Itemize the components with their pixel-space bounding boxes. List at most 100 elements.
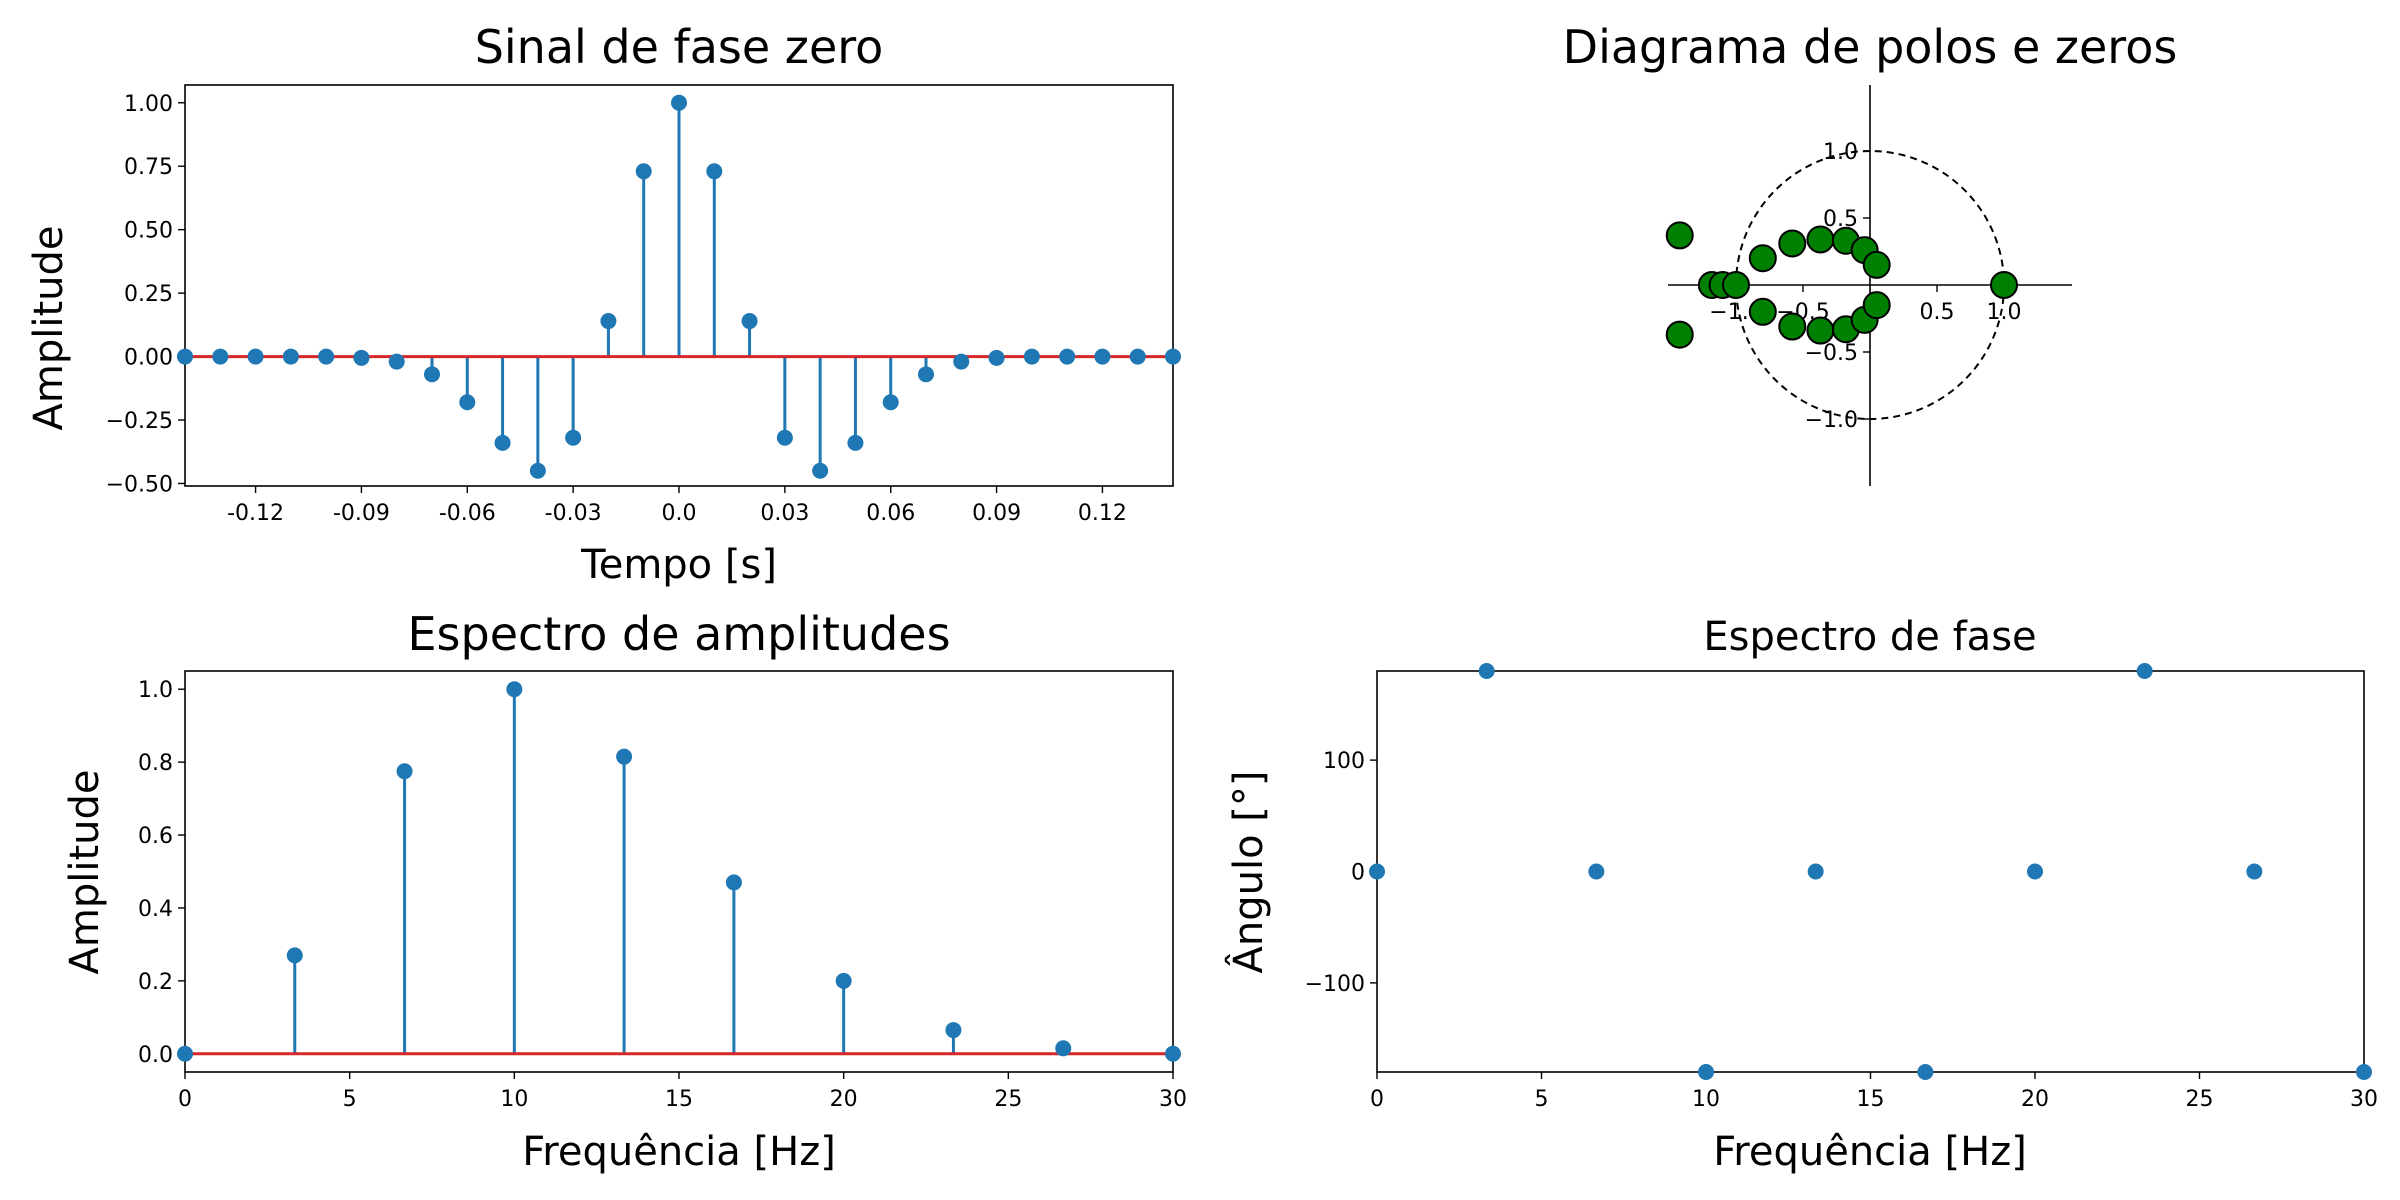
y-tick-label: 1.0 xyxy=(138,678,173,703)
phase-point xyxy=(2246,863,2263,880)
x-tick-label: 25 xyxy=(994,1087,1022,1112)
x-tick-label: 0 xyxy=(1370,1087,1384,1112)
x-tick-label: 0.0 xyxy=(662,501,697,526)
x-tick-label: 0 xyxy=(178,1087,192,1112)
stem-marker xyxy=(600,313,617,330)
x-tick-label: 20 xyxy=(2021,1087,2049,1112)
stem-marker xyxy=(424,366,440,383)
plot-frame xyxy=(184,670,1174,1073)
stem-marker xyxy=(459,394,476,411)
stem-marker xyxy=(847,434,864,451)
stem-marker xyxy=(1023,348,1040,365)
stem-marker xyxy=(882,394,899,411)
x-tick-label: -0.12 xyxy=(227,501,284,526)
stem-marker xyxy=(1059,348,1076,365)
panel-amplitude-spectrum: Espectro de amplitudes Frequência [Hz] A… xyxy=(62,607,1187,1175)
y-axis-label: Amplitude xyxy=(26,226,72,431)
y-tick-label: 0.6 xyxy=(138,824,173,849)
y-tick-label: −0.50 xyxy=(106,472,173,497)
x-tick-label: 0.12 xyxy=(1078,501,1127,526)
y-tick-label: 0.25 xyxy=(124,282,173,307)
pole-zero-marker xyxy=(1778,312,1807,341)
y-axis-label: Amplitude xyxy=(62,770,108,975)
x-tick-label: 30 xyxy=(2350,1087,2378,1112)
x-axis-label: Frequência [Hz] xyxy=(1713,1129,2027,1175)
y-tick-label: −1.0 xyxy=(1805,408,1858,433)
x-axis-label: Frequência [Hz] xyxy=(522,1129,836,1175)
stem-marker xyxy=(1055,1040,1072,1057)
stem-marker xyxy=(506,681,523,698)
phase-point xyxy=(1369,863,1385,880)
y-tick-label: 0.2 xyxy=(138,970,173,995)
stem-marker xyxy=(1165,1045,1181,1062)
y-tick-label: 1.0 xyxy=(1823,140,1858,165)
stem-marker xyxy=(812,462,829,479)
stem-marker xyxy=(635,163,652,180)
panel-pole-zero-diagram: Diagrama de polos e zeros −1.0 −0.5 0.5 1.0… xyxy=(1563,20,2178,486)
stem-marker xyxy=(1165,348,1181,365)
pole-zero-marker xyxy=(1748,297,1777,326)
stem-marker xyxy=(396,763,413,780)
y-tick-label: 0.50 xyxy=(124,219,173,244)
stem-marker xyxy=(953,353,970,370)
phase-point xyxy=(2027,863,2043,880)
x-tick-label: -0.06 xyxy=(439,501,496,526)
pole-zero-marker xyxy=(1665,221,1694,250)
stem-marker xyxy=(776,429,793,446)
stem-marker xyxy=(212,348,229,365)
stem-marker xyxy=(286,947,303,964)
y-tick-label: 0 xyxy=(1351,861,1365,886)
x-tick-label: 15 xyxy=(665,1087,693,1112)
x-tick-label: 0.09 xyxy=(972,501,1021,526)
y-tick-label: 100 xyxy=(1323,749,1365,774)
y-tick-label: 0.75 xyxy=(124,155,173,180)
phase-point xyxy=(2356,1064,2372,1080)
phase-point xyxy=(1698,1064,1714,1080)
phase-point xyxy=(1588,863,1605,880)
x-tick-label: 10 xyxy=(500,1087,528,1112)
x-axis-label: Tempo [s] xyxy=(580,542,777,588)
y-tick-label: −0.25 xyxy=(106,409,173,434)
stem-marker xyxy=(318,348,335,365)
panel-phase-spectrum: Espectro de fase Frequência [Hz] Ângulo … xyxy=(1224,614,2378,1175)
y-tick-label: −0.5 xyxy=(1805,341,1858,366)
stem-marker xyxy=(988,349,1005,366)
stem-marker xyxy=(388,353,405,370)
stem-marker xyxy=(1094,348,1111,365)
chart-title: Espectro de fase xyxy=(1703,614,2036,660)
stem-marker xyxy=(1129,348,1146,365)
stem-marker xyxy=(725,874,742,891)
stem-marker xyxy=(616,748,633,765)
y-tick-label: 0.5 xyxy=(1823,207,1858,232)
phase-point xyxy=(1917,1064,1934,1080)
stem-marker xyxy=(177,348,193,365)
x-tick-label: 0.03 xyxy=(760,501,809,526)
y-tick-label: −100 xyxy=(1305,972,1365,997)
chart-title: Espectro de amplitudes xyxy=(407,607,950,661)
stem-marker xyxy=(706,163,723,180)
pole-zero-marker xyxy=(1862,250,1891,279)
y-axis-label: Ângulo [°] xyxy=(1224,771,1272,974)
chart-title: Sinal de fase zero xyxy=(475,20,884,74)
x-tick-label: 10 xyxy=(1692,1087,1720,1112)
x-tick-label: 20 xyxy=(830,1087,858,1112)
stem-marker xyxy=(282,348,299,365)
x-tick-label: 5 xyxy=(343,1087,357,1112)
stem-marker xyxy=(918,366,934,383)
stem-marker xyxy=(247,348,264,365)
stem-marker xyxy=(494,434,511,451)
y-tick-label: 0.8 xyxy=(138,751,173,776)
phase-point xyxy=(1478,663,1495,679)
phase-point xyxy=(1807,863,1824,880)
pole-zero-marker xyxy=(1990,271,2018,299)
y-tick-label: 0.00 xyxy=(124,346,173,371)
pole-zero-marker xyxy=(1862,291,1891,320)
x-tick-label: 1.0 xyxy=(1987,300,2022,325)
pole-zero-marker xyxy=(1665,320,1694,349)
stem-marker xyxy=(529,462,546,479)
x-tick-label: 0.5 xyxy=(1920,300,1955,325)
stem-marker xyxy=(671,94,687,111)
chart-title: Diagrama de polos e zeros xyxy=(1563,20,2178,74)
x-tick-label: 5 xyxy=(1535,1087,1549,1112)
